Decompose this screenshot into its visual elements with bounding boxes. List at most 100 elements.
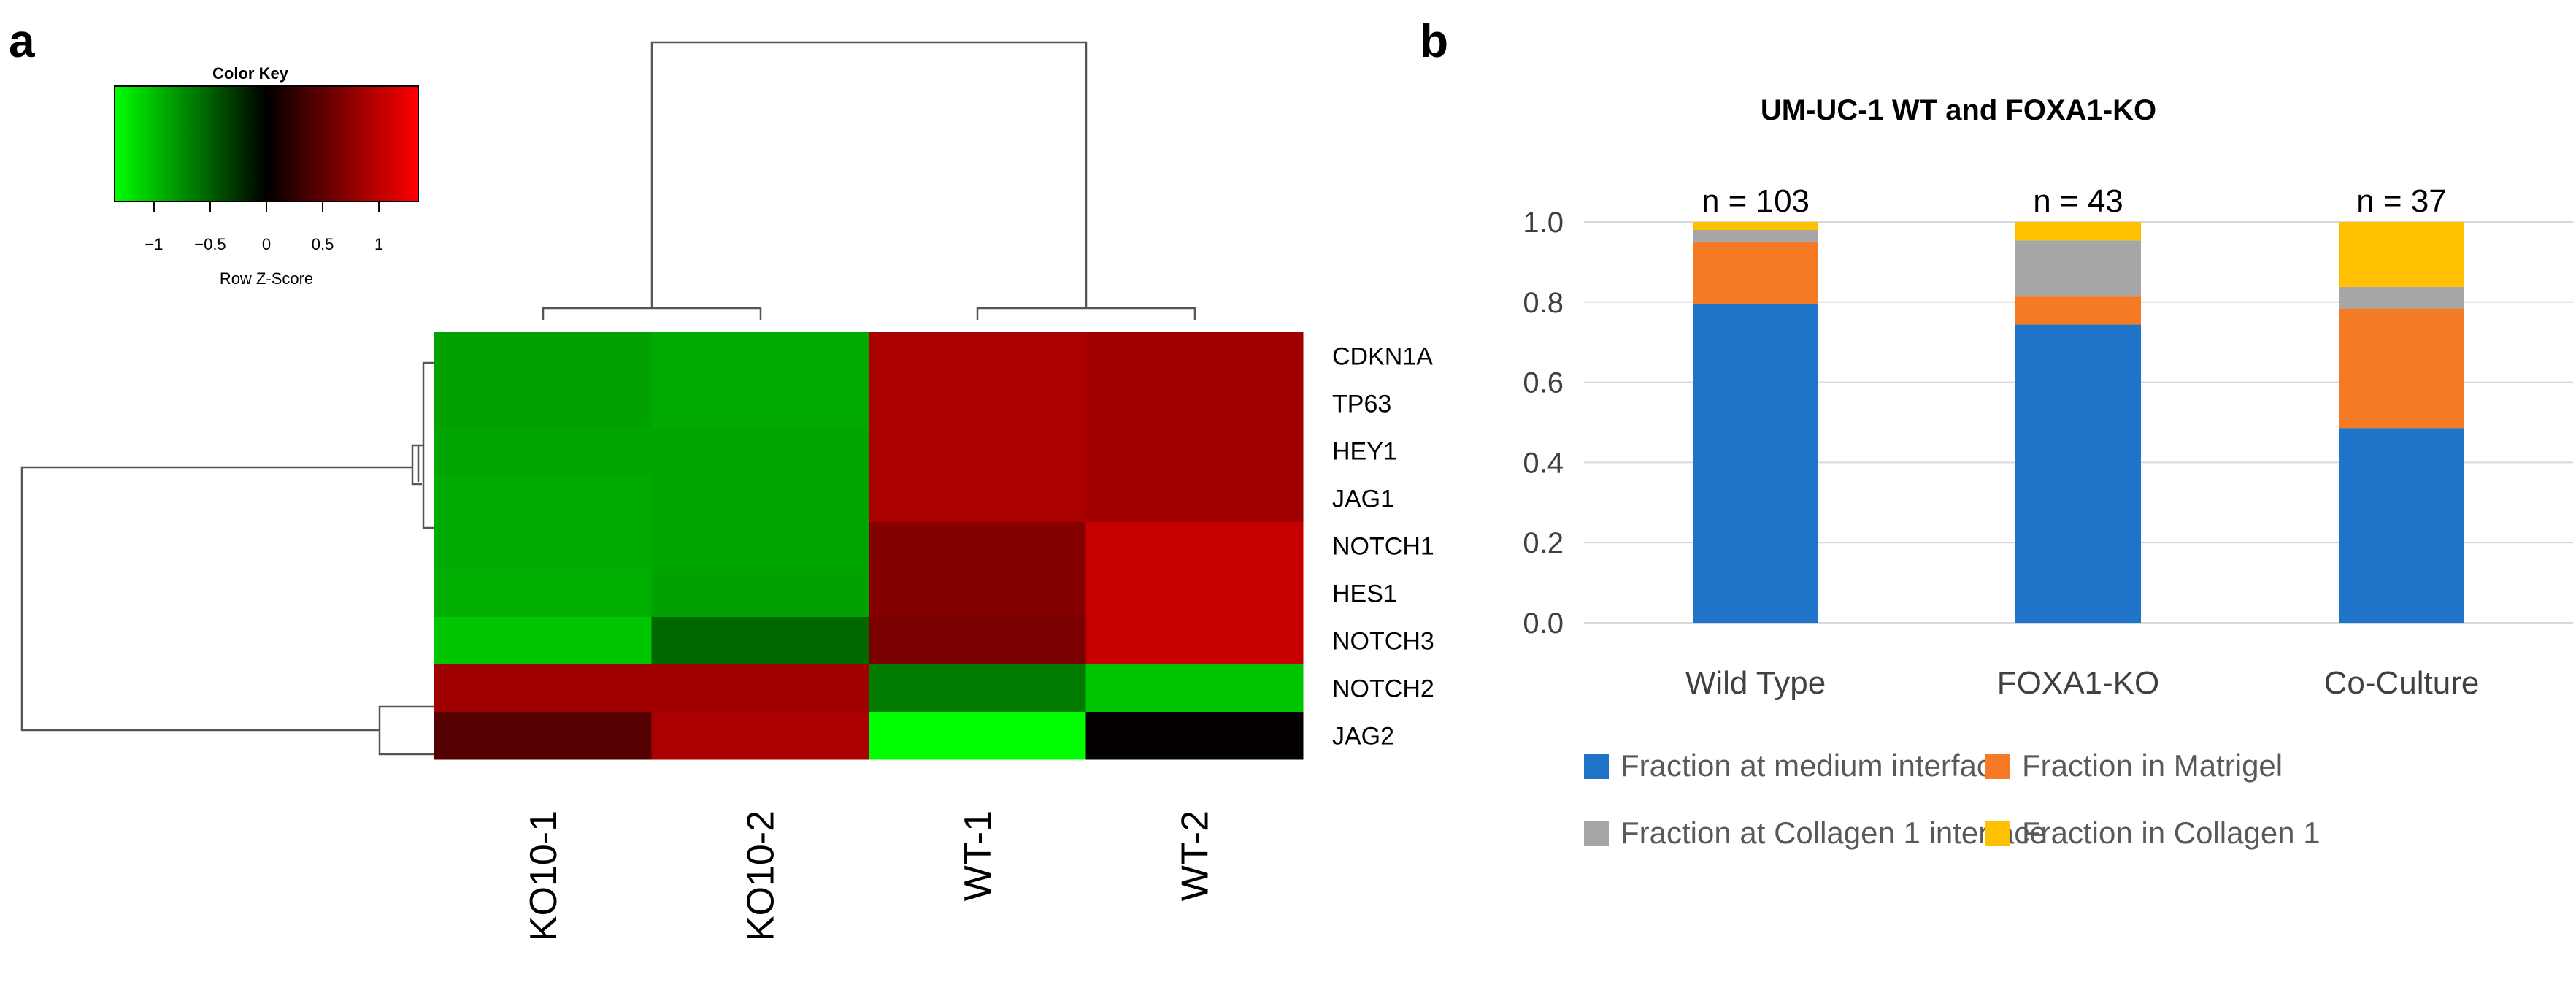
bar-segment (2015, 222, 2141, 241)
bar-segment (2339, 308, 2464, 429)
sample-label: WT-2 (1174, 810, 1216, 901)
gene-label: HES1 (1332, 580, 1397, 608)
n-label: n = 37 (2356, 183, 2447, 219)
row-dendrogram (20, 361, 434, 756)
heatmap-cell (651, 332, 869, 380)
legend-label: Fraction in Collagen 1 (2022, 816, 2321, 850)
gene-label: TP63 (1332, 391, 1391, 418)
bars: n = 103 n = 43 n = 37 (1693, 183, 2464, 623)
color-key-tick-label: −1 (145, 235, 163, 253)
y-tick-label: 0.4 (1523, 447, 1564, 479)
sample-label: KO10-2 (739, 810, 782, 941)
heatmap-cell (651, 380, 869, 428)
heatmap-cell (651, 569, 869, 618)
sample-label: KO10-1 (523, 810, 565, 941)
color-key-tick-label: 1 (374, 235, 383, 253)
bar-segment (1693, 241, 1818, 304)
heatmap-cell (434, 427, 652, 475)
heatmap-cell (434, 522, 652, 570)
heatmap-cell (869, 712, 1086, 760)
gene-label: CDKN1A (1332, 343, 1433, 371)
heatmap-cell (869, 332, 1086, 380)
bar-segment (2015, 296, 2141, 325)
heatmap-grid (434, 332, 1304, 760)
color-key-gradient (114, 85, 419, 202)
heatmap-cell (434, 712, 652, 760)
gene-label: HEY1 (1332, 438, 1397, 466)
color-key-tick-label: 0.5 (312, 235, 334, 253)
bar-segment (1693, 303, 1818, 623)
heatmap-cell (651, 664, 869, 713)
color-key: Color Key −1 −0.5 0 0.5 1 Row Z-Score (114, 64, 419, 288)
bar-segment (1693, 229, 1818, 242)
bar-segment (2339, 428, 2464, 623)
heatmap-cell (1085, 569, 1304, 618)
gene-label: NOTCH3 (1332, 628, 1434, 656)
y-tick-label: 0.6 (1523, 367, 1564, 399)
gene-label: JAG1 (1332, 486, 1394, 513)
bar-segment (1693, 222, 1818, 230)
heatmap-cell (1085, 475, 1304, 523)
color-key-tick-label: −0.5 (194, 235, 226, 253)
n-label: n = 43 (2033, 183, 2123, 219)
heatmap-cell (434, 569, 652, 618)
heatmap-cell (434, 475, 652, 523)
heatmap-cell (434, 617, 652, 665)
bar-segment (2339, 286, 2464, 309)
legend-swatch (1584, 821, 1609, 846)
color-key-tick-label: 0 (262, 235, 271, 253)
heatmap-cell (1085, 664, 1304, 713)
heatmap-cell (869, 569, 1086, 618)
n-label: n = 103 (1702, 183, 1810, 219)
heatmap-cell (434, 664, 652, 713)
heatmap-cell (869, 664, 1086, 713)
heatmap-cell (651, 475, 869, 523)
gene-label: NOTCH2 (1332, 675, 1434, 703)
heatmap-cell (1085, 427, 1304, 475)
bar-segment (2339, 222, 2464, 287)
heatmap-cell (434, 380, 652, 428)
heatmap-cell (651, 712, 869, 760)
heatmap-cell (651, 522, 869, 570)
legend-swatch (1985, 754, 2010, 779)
heatmap-cell (869, 617, 1086, 665)
legend-swatch (1985, 821, 2010, 846)
color-key-title: Color Key (212, 64, 289, 83)
color-key-xlabel: Row Z-Score (220, 269, 313, 288)
chart-title: UM-UC-1 WT and FOXA1-KO (1761, 94, 2156, 126)
heatmap-cell (651, 427, 869, 475)
heatmap-cell (1085, 712, 1304, 760)
legend: Fraction at medium interface Fraction in … (1584, 748, 2321, 850)
column-dendrogram (542, 41, 1196, 320)
gene-label: NOTCH1 (1332, 533, 1434, 561)
gene-labels: CDKN1A TP63 HEY1 JAG1 NOTCH1 HES1 NOTCH3 NOTCH2… (1332, 343, 1434, 751)
heatmap-cell (869, 522, 1086, 570)
x-axis-categories: Wild Type FOXA1-KO Co-Culture (1685, 665, 2480, 701)
y-tick-label: 1.0 (1523, 207, 1564, 239)
heatmap-cell (869, 380, 1086, 428)
heatmap-cell (869, 427, 1086, 475)
heatmap-cell (1085, 617, 1304, 665)
gene-label: JAG2 (1332, 723, 1394, 751)
heatmap-cell (869, 475, 1086, 523)
x-category-label: FOXA1-KO (1997, 665, 2160, 701)
x-category-label: Wild Type (1685, 665, 1826, 701)
heatmap-cell (1085, 332, 1304, 380)
legend-label: Fraction at Collagen 1 interface (1620, 816, 2047, 850)
legend-label: Fraction in Matrigel (2022, 748, 2283, 783)
sample-label: WT-1 (957, 810, 999, 901)
legend-label: Fraction at medium interface (1620, 748, 2009, 783)
panel-label-a: a (9, 15, 35, 67)
heatmap-cell (1085, 380, 1304, 428)
sample-labels: KO10-1 KO10-2 WT-1 WT-2 (523, 810, 1217, 941)
bar-segment (2015, 324, 2141, 623)
bar-segment (2015, 240, 2141, 297)
heatmap-cell (1085, 522, 1304, 570)
heatmap-cell (434, 332, 652, 380)
y-tick-label: 0.0 (1523, 607, 1564, 640)
y-tick-label: 0.8 (1523, 287, 1564, 319)
panel-label-b: b (1420, 15, 1448, 67)
x-category-label: Co-Culture (2324, 665, 2480, 701)
legend-swatch (1584, 754, 1609, 779)
